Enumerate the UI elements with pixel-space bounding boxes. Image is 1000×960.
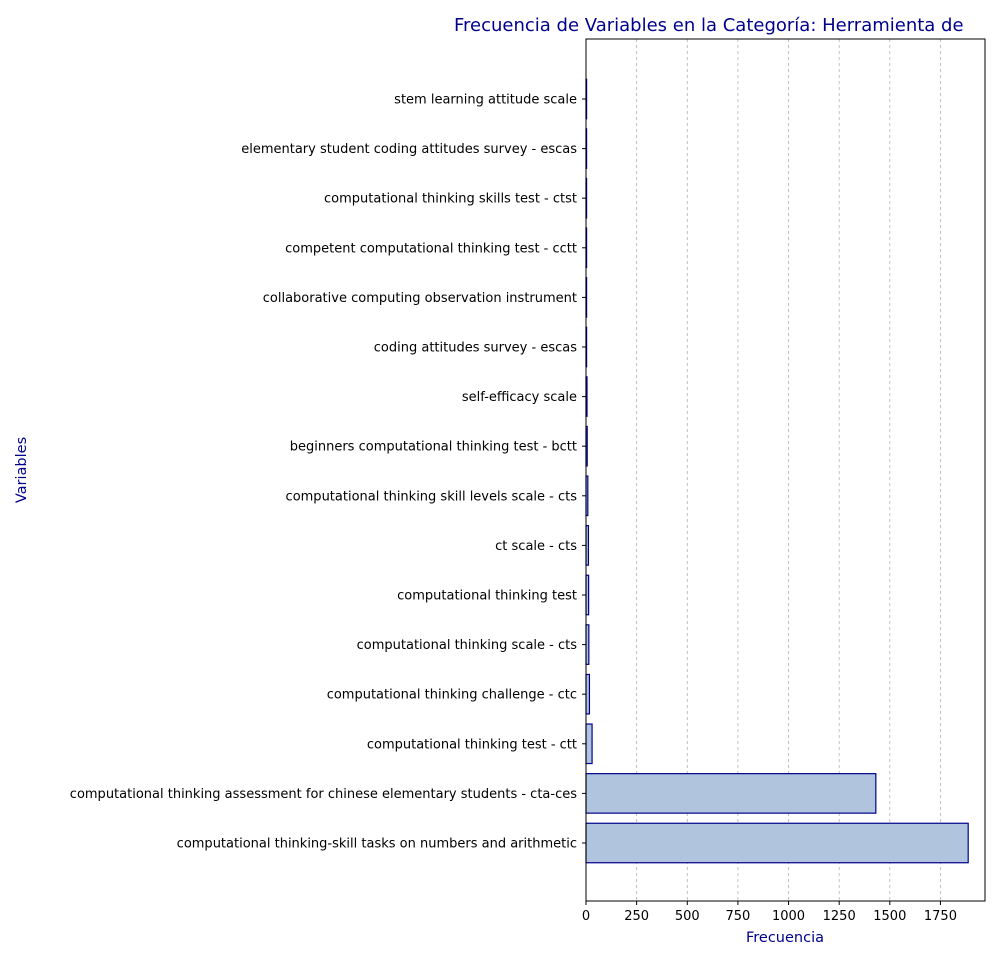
y-tick-label: coding attitudes survey - escas: [374, 341, 577, 356]
y-tick-label: computational thinking-skill tasks on nu…: [177, 837, 577, 852]
y-tick-label: competent computational thinking test - …: [285, 241, 577, 256]
bar: [585, 773, 877, 814]
grid-lines: [636, 39, 941, 901]
y-tick-label: ct scale - cts: [495, 539, 577, 554]
y-tick-label: computational thinking challenge - ctc: [327, 688, 577, 703]
bar: [585, 822, 969, 864]
y-tick-label: beginners computational thinking test - …: [290, 440, 577, 455]
bar: [585, 723, 593, 765]
y-tick-label: computational thinking test - ctt: [367, 737, 577, 752]
y-tick-label: stem learning attitude scale: [394, 93, 577, 108]
y-axis-ticks: stem learning attitude scale elementary s…: [70, 93, 586, 852]
plot-frame: [585, 38, 986, 902]
chart-title: Frecuencia de Variables en la Categoría:…: [454, 15, 964, 36]
y-tick-label: computational thinking skill levels scal…: [286, 489, 578, 504]
x-tick-label: 1500: [873, 909, 906, 924]
y-tick-label: computational thinking assessment for ch…: [70, 787, 577, 802]
x-axis-ticks: 0 250 500 750 1000 1250 1500 1750: [582, 901, 957, 924]
bars: [585, 78, 969, 864]
x-tick-label: 750: [725, 909, 750, 924]
x-tick-label: 1000: [772, 909, 805, 924]
x-tick-label: 1250: [823, 909, 856, 924]
y-tick-label: collaborative computing observation inst…: [263, 291, 577, 306]
x-tick-label: 500: [675, 909, 700, 924]
y-tick-label: computational thinking skills test - cts…: [324, 192, 577, 207]
y-tick-label: elementary student coding attitudes surv…: [241, 142, 577, 157]
x-tick-label: 0: [582, 909, 590, 924]
x-tick-label: 1750: [924, 909, 957, 924]
y-axis-label: Variables: [14, 437, 30, 503]
x-axis-label: Frecuencia: [746, 930, 824, 946]
y-tick-label: computational thinking scale - cts: [357, 638, 578, 653]
x-tick-label: 250: [624, 909, 649, 924]
bar: [585, 673, 591, 715]
y-tick-label: self-efficacy scale: [462, 390, 577, 405]
y-tick-label: computational thinking test: [397, 589, 577, 604]
